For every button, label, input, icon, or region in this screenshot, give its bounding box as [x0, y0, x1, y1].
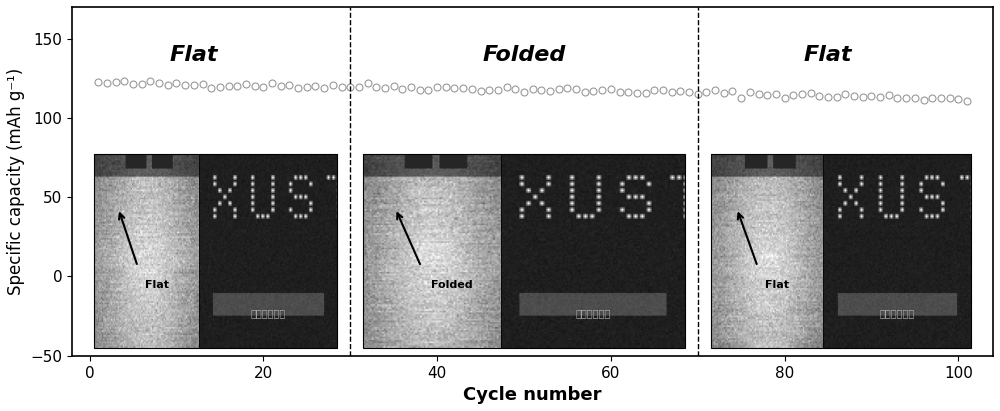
Bar	[94, 155, 337, 348]
Text: 江西理工大学: 江西理工大学	[575, 308, 611, 318]
Text: 江西理工大学: 江西理工大学	[250, 308, 285, 318]
Text: Folded: Folded	[482, 44, 566, 65]
X-axis label: Cycle number: Cycle number	[463, 386, 602, 404]
Text: Flat: Flat	[145, 280, 169, 290]
Text: Flat: Flat	[804, 44, 852, 65]
Text: 江西理工大学: 江西理工大学	[879, 308, 915, 318]
Text: Folded: Folded	[431, 280, 472, 290]
Bar	[363, 155, 685, 348]
Y-axis label: Specific capacity (mAh g⁻¹): Specific capacity (mAh g⁻¹)	[7, 68, 25, 295]
Text: Flat: Flat	[765, 280, 789, 290]
Text: Flat: Flat	[170, 44, 218, 65]
Bar	[711, 155, 971, 348]
